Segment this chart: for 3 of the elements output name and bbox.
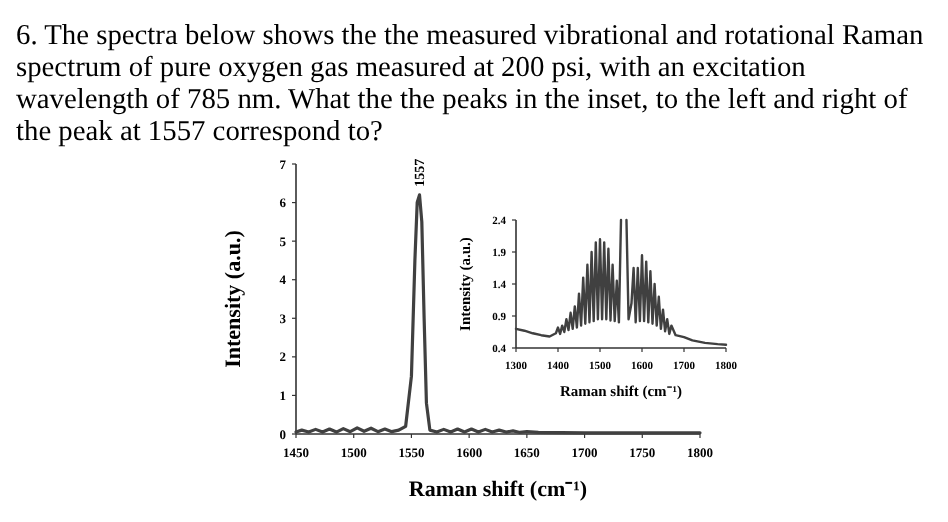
x-axis-title: Raman shift (cm⁻¹) — [408, 478, 588, 502]
y-axis-title: Intensity (a.u.) — [222, 229, 246, 368]
chart-title: 6. The spectra below shows the the measured vibrational and rotational Raman spectrum of pure oxygen gas measured at 200 psi, with an excitation wavelength of 785 nm. What the the peaks in the inset, to the left and right of the peak at 1557 correspond to? — [16, 18, 926, 148]
